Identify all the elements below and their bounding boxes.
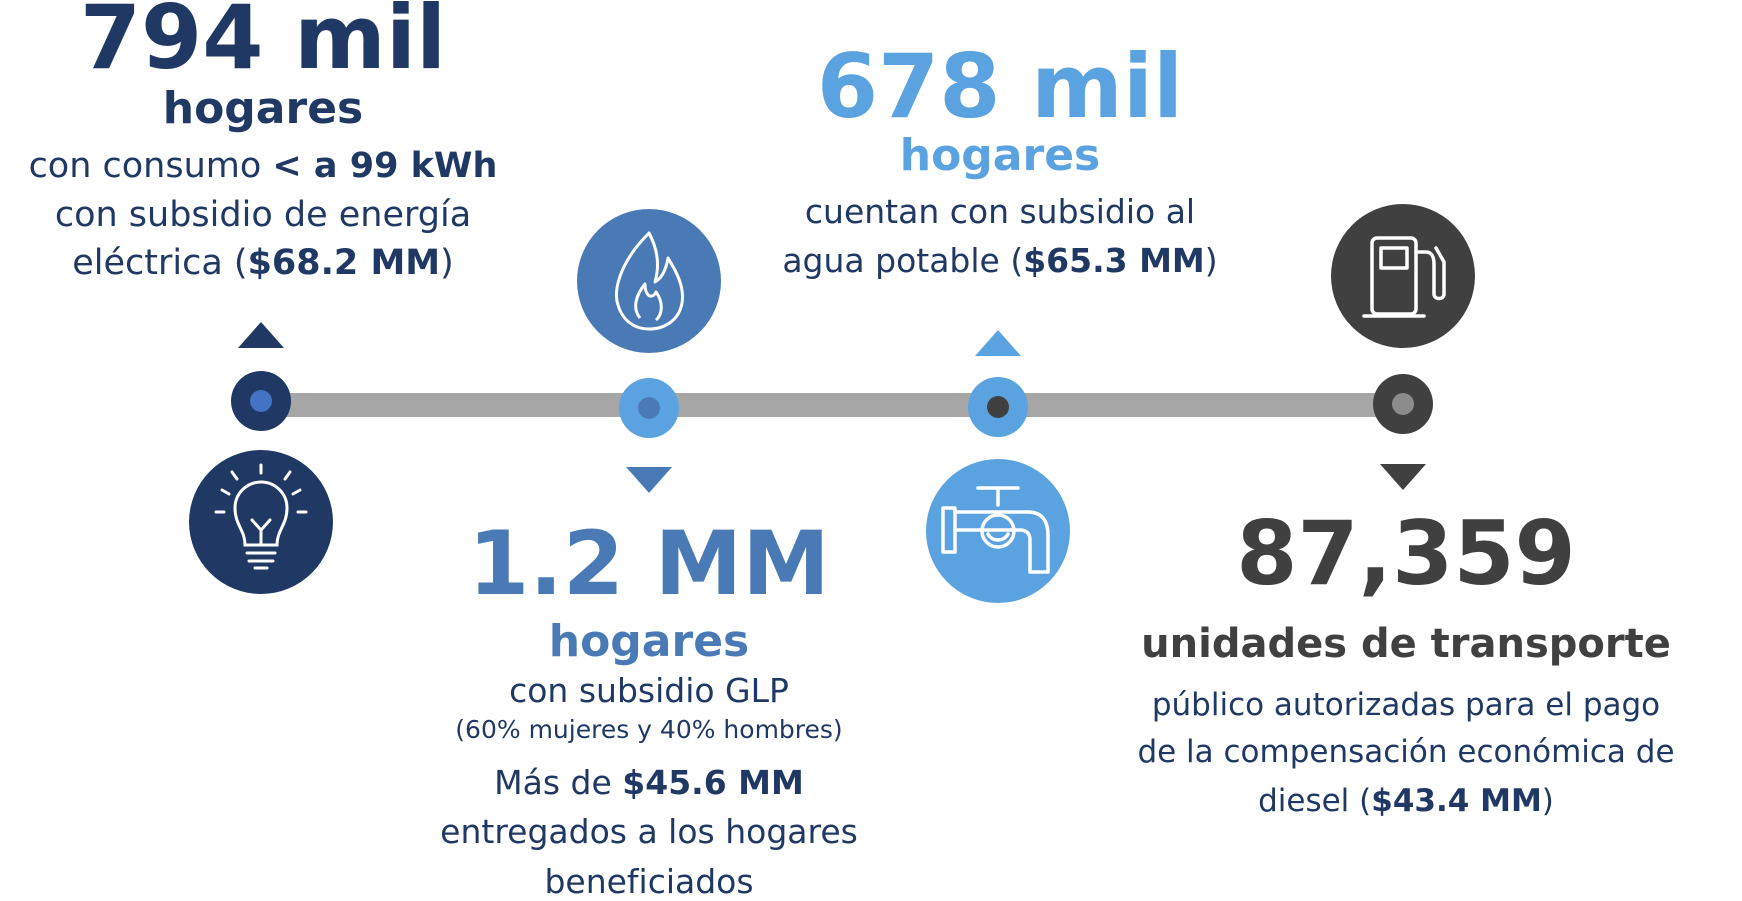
fuel-pump-icon [1331,204,1475,348]
description-line: diesel ($43.4 MM) [1258,783,1554,819]
description-line: público autorizadas para el pago [1152,687,1660,723]
headline: 87,359 [1236,502,1576,605]
unit: hogares [900,130,1100,181]
description-line: con subsidio GLP [509,671,789,710]
timeline-node [619,378,679,438]
text-run: de la compensación económica de [1137,734,1674,770]
unit: hogares [163,83,363,134]
description-line: eléctrica ($68.2 MM) [72,243,454,283]
pointer [626,467,672,493]
flame-icon [577,209,721,353]
text-run: con subsidio de energía [55,195,471,235]
timeline [261,393,1403,417]
description-line: (60% mujeres y 40% hombres) [455,715,842,744]
description-line: con subsidio de energía [55,195,471,235]
highlight: $65.3 MM [1023,241,1205,280]
pointer [1380,464,1426,490]
text-run: público autorizadas para el pago [1152,687,1660,723]
timeline-node [231,371,291,431]
text-run: con subsidio GLP [509,671,789,710]
description-line: de la compensación económica de [1137,734,1674,770]
text-run: ) [1205,241,1218,280]
timeline-node [1373,374,1433,434]
description-line: beneficiados [544,862,753,901]
bulb-icon [189,450,333,594]
highlight: $68.2 MM [248,243,441,283]
unit: unidades de transporte [1141,621,1671,667]
unit: hogares [549,616,749,667]
description-line: cuentan con subsidio al [805,192,1195,231]
text-run: entregados a los hogares [440,812,858,851]
timeline-node [968,377,1028,437]
text-run: cuentan con subsidio al [805,192,1195,231]
headline: 794 mil [80,0,446,89]
description-line: entregados a los hogares [440,812,858,851]
text-run: agua potable ( [782,241,1023,280]
highlight: $45.6 MM [622,763,804,802]
description-line: agua potable ($65.3 MM) [782,241,1217,280]
headline: 678 mil [817,35,1183,138]
pointer [238,322,284,348]
text-run: con consumo [29,146,273,186]
text-run: ) [1542,783,1554,819]
text-run: (60% mujeres y 40% hombres) [455,715,842,744]
headline: 1.2 MM [468,512,830,615]
text-run: eléctrica ( [72,243,247,283]
tap-icon [926,459,1070,603]
text-run: beneficiados [544,862,753,901]
text-run: diesel ( [1258,783,1371,819]
text-run: Más de [494,763,622,802]
pointer [975,330,1021,356]
description-line: Más de $45.6 MM [494,763,804,802]
text-run: ) [440,243,454,283]
highlight: $43.4 MM [1371,783,1542,819]
description-line: con consumo < a 99 kWh [29,146,498,186]
highlight: < a 99 kWh [272,146,497,186]
